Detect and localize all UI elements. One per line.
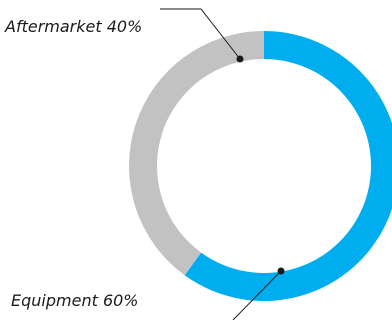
slice-aftermarket (129, 30, 264, 276)
slice-label-equipment: Equipment 60% (11, 291, 139, 310)
callout-equipment: Equipment 60% (11, 267, 285, 320)
callout-aftermarket: Aftermarket 40% (4, 8, 244, 63)
callout-dot-aftermarket (236, 55, 244, 63)
callout-dot-equipment (277, 267, 285, 275)
slice-label-aftermarket: Aftermarket 40% (4, 17, 142, 36)
callout-line-aftermarket (160, 8, 241, 60)
callout-line-equipment (232, 270, 282, 320)
slice-equipment (184, 31, 392, 301)
donut-slices (129, 30, 392, 301)
